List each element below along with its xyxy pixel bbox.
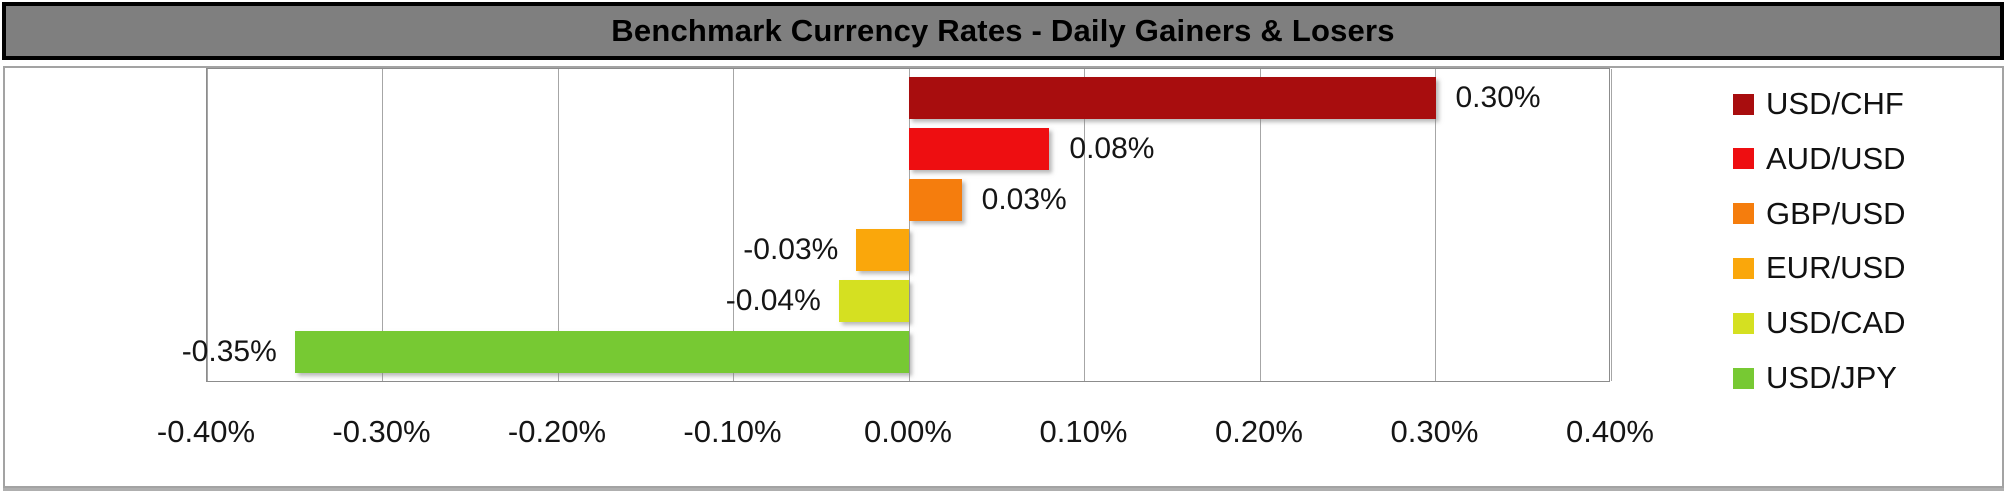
legend-swatch-icon: [1733, 203, 1754, 225]
bar-value-label-eur-usd: -0.03%: [743, 233, 839, 267]
chart-title-bar: Benchmark Currency Rates - Daily Gainers…: [2, 2, 2004, 60]
legend-item-usd-jpy: USD/JPY: [1733, 360, 1897, 396]
gridline-0.40: [1610, 69, 1612, 381]
gridline--0.30: [382, 69, 383, 381]
legend-swatch-icon: [1733, 93, 1754, 115]
legend-item-usd-cad: USD/CAD: [1733, 305, 1906, 341]
x-axis-tick-label: -0.40%: [156, 414, 256, 449]
bar-value-label-usd-cad: -0.04%: [725, 284, 821, 318]
legend-swatch-icon: [1733, 312, 1754, 334]
legend-label: AUD/USD: [1766, 140, 1906, 176]
x-axis-tick-label: -0.20%: [507, 414, 607, 449]
plot-area: 0.30% 0.08% 0.03% -0.03% -0.04% -0.35%: [182, 68, 1612, 382]
legend-label: USD/JPY: [1766, 360, 1897, 395]
gridline-0.20: [1259, 69, 1261, 381]
gridline-0.10: [1084, 69, 1085, 381]
gridline-0.00: [908, 69, 910, 381]
legend-item-eur-usd: EUR/USD: [1733, 250, 1906, 286]
bar-eur-usd: [856, 229, 909, 272]
x-axis-tick-label: 0.10%: [1039, 414, 1128, 449]
legend-label: USD/CHF: [1766, 86, 1904, 121]
chart-title: Benchmark Currency Rates - Daily Gainers…: [611, 13, 1395, 48]
bar-usd-jpy: [294, 331, 909, 373]
x-axis-tick-label: -0.10%: [683, 414, 782, 449]
gridline-0.30: [1435, 69, 1436, 381]
legend-item-usd-chf: USD/CHF: [1733, 86, 1904, 122]
legend-label: USD/CAD: [1766, 305, 1906, 341]
x-axis-tick-label: 0.00%: [864, 414, 952, 449]
bar-value-label-usd-chf: 0.30%: [1455, 81, 1541, 114]
bar-value-label-gbp-usd: 0.03%: [981, 182, 1067, 216]
legend-label: EUR/USD: [1766, 250, 1906, 286]
bar-aud-usd: [909, 127, 1050, 170]
gridline--0.20: [557, 69, 559, 381]
x-axis-tick-label: 0.30%: [1390, 414, 1479, 449]
legend-swatch-icon: [1733, 257, 1754, 279]
x-axis-tick-label: 0.40%: [1566, 414, 1654, 449]
gridline--0.40: [206, 69, 208, 381]
bar-usd-chf: [909, 77, 1436, 119]
gridline--0.10: [733, 69, 734, 381]
bar-usd-cad: [838, 280, 909, 323]
bar-value-label-aud-usd: 0.08%: [1069, 131, 1155, 165]
x-axis-tick-label: -0.30%: [332, 414, 431, 449]
legend-swatch-icon: [1733, 367, 1754, 389]
legend-item-aud-usd: AUD/USD: [1733, 141, 1906, 177]
legend-item-gbp-usd: GBP/USD: [1733, 196, 1906, 232]
bar-gbp-usd: [909, 178, 962, 221]
legend-label: GBP/USD: [1766, 195, 1906, 231]
bar-value-label-usd-jpy: -0.35%: [181, 335, 277, 368]
x-axis-tick-label: 0.20%: [1215, 414, 1303, 449]
legend-swatch-icon: [1733, 148, 1754, 170]
